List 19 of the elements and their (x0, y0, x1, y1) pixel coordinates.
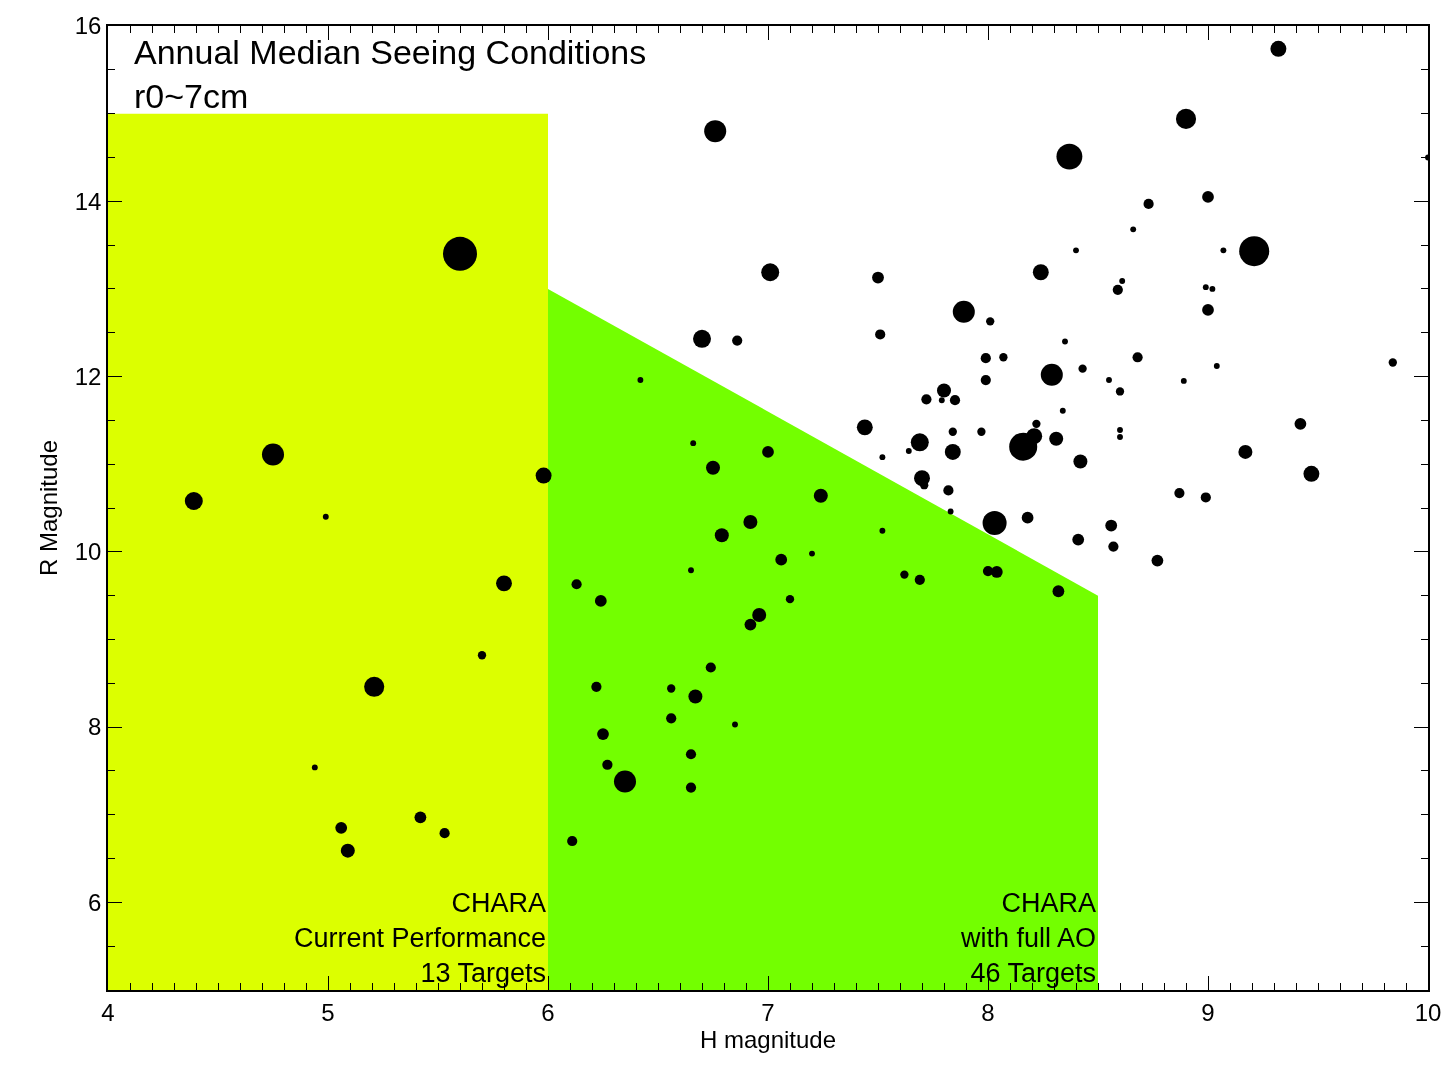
y-tick-label: 8 (88, 713, 102, 741)
chart-title: Annual Median Seeing Conditions (134, 33, 647, 71)
x-tick-label: 10 (1414, 998, 1442, 1026)
x-tick-label: 9 (1201, 998, 1215, 1026)
annotation: CHARA Current Performance 13 Targets (294, 888, 547, 989)
y-tick-label: 6 (88, 888, 102, 916)
y-tick-label: 12 (74, 362, 102, 390)
y-tick-label: 10 (74, 538, 102, 566)
x-tick-label: 7 (761, 998, 775, 1026)
text: r0~7cm (134, 77, 249, 116)
x-tick-label: 8 (981, 998, 995, 1026)
x-tick-label: 4 (101, 998, 115, 1026)
y-axis-title: R Magnitude (35, 439, 63, 577)
annotation: CHARA with full AO 46 Targets (960, 888, 1097, 989)
y-tick-label: 14 (74, 187, 102, 215)
y-tick-label: 16 (74, 12, 102, 40)
x-tick-label: 6 (541, 998, 555, 1026)
x-tick-label: 5 (321, 998, 335, 1026)
x-axis-title: H magnitude (699, 1025, 837, 1053)
